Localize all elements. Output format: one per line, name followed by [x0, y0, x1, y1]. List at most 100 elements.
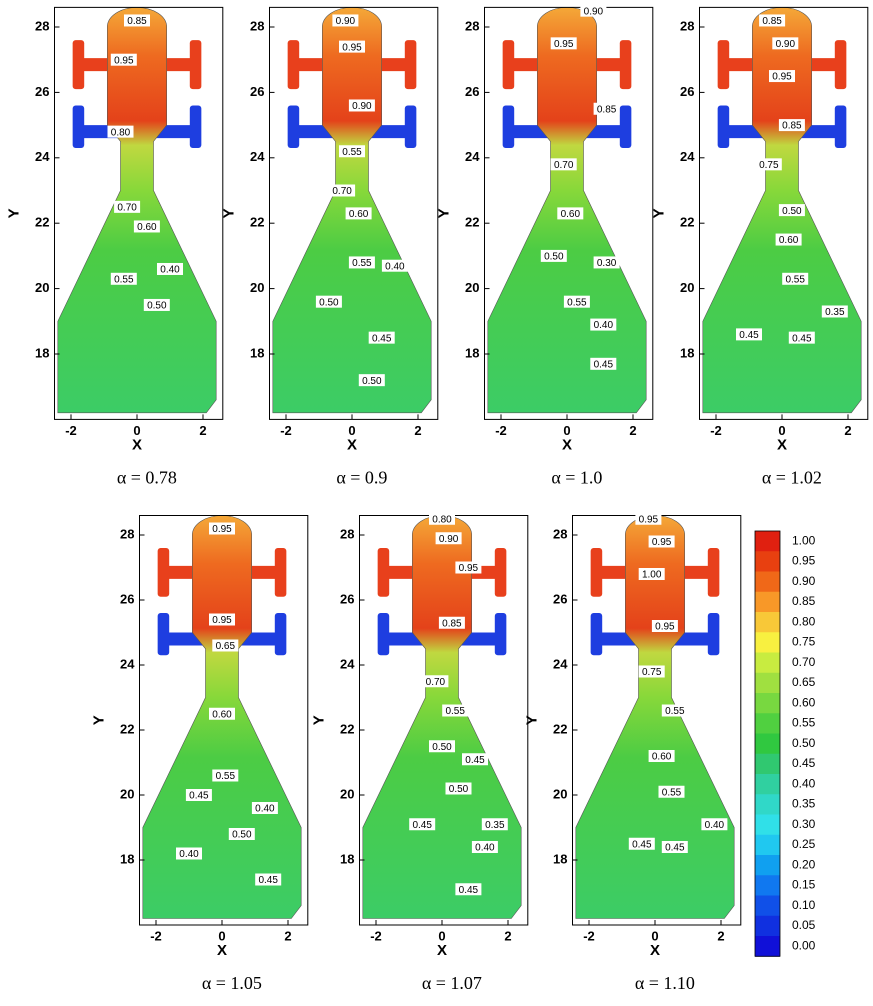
y-tick-label: 22: [35, 215, 49, 230]
contour-label: 0.55: [445, 706, 465, 717]
colorbar-label: 0.55: [792, 716, 816, 730]
colorbar-label: 0.95: [792, 554, 816, 568]
colorbar-swatch: [755, 915, 780, 937]
y-tick-label: 24: [250, 149, 265, 164]
contour-label: 0.55: [352, 258, 372, 269]
panel: -2 0 2 18 20 22 24 26 28 X Yα = 1.10 0.95 0.95 1.00 0.…: [523, 512, 742, 993]
contour-label: 0.70: [117, 202, 137, 213]
contour-label: 1.00: [642, 570, 662, 581]
colorbar-label: 0.10: [792, 898, 816, 912]
contour-label: 0.40: [179, 849, 199, 860]
contour-label-box: [651, 620, 678, 632]
pipe: [502, 40, 515, 90]
y-tick-label: 26: [465, 84, 479, 99]
colorbar-label: 0.90: [792, 574, 816, 588]
y-tick-label: 28: [250, 18, 264, 33]
contour-label-box: [759, 14, 786, 27]
y-tick-label: 26: [340, 591, 354, 606]
contour-label-box: [648, 750, 675, 762]
contour-label-box: [409, 818, 436, 831]
y-tick-label: 20: [35, 280, 49, 295]
y-axis-label: Y: [650, 208, 667, 218]
contour-label: 0.40: [385, 261, 405, 272]
x-axis-label: X: [347, 436, 357, 453]
contour-label: 0.45: [258, 875, 278, 886]
contour-label: 0.50: [362, 376, 382, 387]
colorbar-label: 0.80: [792, 614, 816, 628]
contour-label-box: [788, 331, 815, 344]
panel: -2 0 2 18 20 22 24 26 28 X Yα = 1.07 0.80 0.90 0.95 0.…: [310, 512, 529, 993]
colorbar-label: 0.15: [792, 878, 816, 892]
contour-label-box: [124, 14, 150, 27]
panel-title: α = 1.10: [635, 973, 695, 993]
contour-label: 0.40: [475, 843, 495, 854]
y-tick-label: 24: [465, 149, 480, 164]
x-axis-label: X: [777, 436, 787, 453]
colorbar-swatch: [755, 794, 780, 815]
panel: -2 0 2 18 20 22 24 26 28 X Yα = 1.0 0.90 0.95 0.85 0.7…: [435, 4, 654, 488]
panel: -2 0 2 18 20 22 24 26 28 X Yα = 1.05 0.95 0.95 0.65 0.…: [90, 515, 309, 993]
contour-label-box: [638, 665, 665, 678]
pipe: [619, 105, 632, 148]
contour-label-box: [445, 782, 472, 795]
contour-label: 0.95: [554, 39, 574, 50]
panel: -2 0 2 18 20 22 24 26 28 X Yα = 0.78 0.85 0.95 0.80 0.…: [5, 6, 224, 488]
contour-label-box: [438, 616, 465, 629]
y-tick-label: 20: [120, 786, 134, 801]
contour-label-box: [769, 70, 795, 83]
contour-label: 0.35: [825, 307, 845, 318]
contour-label: 0.90: [352, 101, 372, 112]
pipe: [494, 613, 507, 656]
contour-label-box: [381, 259, 408, 272]
x-tick-label: 2: [717, 928, 724, 943]
contour-label: 0.65: [216, 641, 236, 652]
y-tick-label: 18: [35, 345, 49, 360]
contour-label: 0.95: [772, 72, 792, 83]
pipe: [287, 105, 300, 148]
y-tick-label: 26: [120, 591, 134, 606]
x-tick-label: 0: [133, 423, 140, 438]
contour-label-box: [563, 295, 590, 308]
contour-label-box: [701, 818, 728, 831]
contour-label: 0.60: [212, 709, 232, 720]
contour-label-box: [590, 357, 617, 370]
contour-label-box: [209, 613, 235, 626]
contour-label: 0.45: [372, 333, 392, 344]
contour-label: 0.95: [639, 514, 659, 525]
x-tick-label: 0: [563, 423, 570, 438]
contour-label-box: [661, 841, 688, 853]
x-tick-label: 2: [504, 928, 511, 943]
y-tick-label: 22: [553, 721, 567, 736]
y-tick-label: 18: [553, 851, 567, 866]
colorbar-frame: [754, 530, 781, 957]
x-tick-label: -2: [495, 423, 507, 438]
contour-label-box: [114, 200, 141, 213]
colorbar-label: 0.05: [792, 918, 816, 932]
contour-label: 0.95: [652, 537, 672, 548]
y-tick-label: 24: [340, 656, 355, 671]
plot-frame: [139, 515, 309, 926]
flow-field: [575, 515, 735, 919]
y-tick-label: 22: [250, 215, 264, 230]
contour-label: 0.40: [705, 820, 725, 831]
y-tick-label: 26: [250, 84, 264, 99]
contour-label: 0.50: [319, 297, 339, 308]
contour-label: 0.90: [336, 16, 356, 27]
y-tick-label: 22: [120, 721, 134, 736]
contour-label: 0.45: [465, 755, 485, 766]
y-axis-label: Y: [90, 715, 107, 725]
colorbar-label: 1.00: [792, 533, 816, 547]
contour-label-box: [157, 262, 183, 275]
x-tick-label: -2: [65, 423, 77, 438]
colorbar-label: 0.00: [792, 938, 816, 952]
panel: -2 0 2 18 20 22 24 26 28 X Yα = 1.02 0.85 0.90 0.95 0.…: [650, 6, 869, 488]
contour-label-box: [661, 704, 688, 717]
contour-label-box: [471, 841, 498, 853]
contour-label: 0.45: [632, 839, 652, 850]
x-tick-label: -2: [280, 423, 292, 438]
y-axis-label: Y: [523, 715, 540, 725]
pipe: [590, 613, 603, 656]
contour-label: 0.95: [342, 42, 362, 53]
x-tick-label: 2: [284, 928, 291, 943]
plot-frame: [54, 6, 224, 420]
